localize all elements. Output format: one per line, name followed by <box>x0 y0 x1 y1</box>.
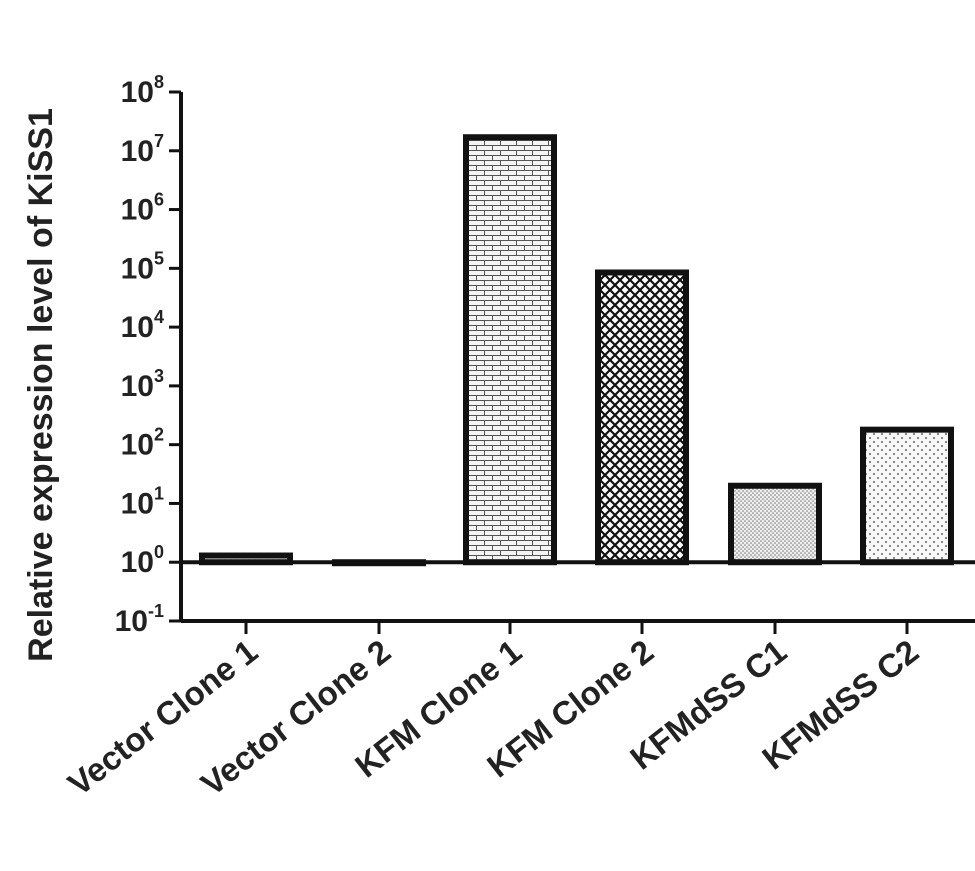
y-tick-label: 105 <box>121 248 164 285</box>
bar-kfm-clone-2 <box>595 269 689 566</box>
y-tick-label: 106 <box>121 190 164 227</box>
y-tick-label: 101 <box>121 483 164 520</box>
y-tick-label: 102 <box>121 425 164 462</box>
y-axis: 10-1 100 101 102 103 104 105 106 107 108 <box>115 72 183 638</box>
y-tick-label: 104 <box>121 307 164 344</box>
bars <box>199 134 954 567</box>
y-tick-label: 10-1 <box>115 601 164 638</box>
bar-kfmdss-c2 <box>860 426 954 566</box>
y-tick-label: 100 <box>121 542 164 579</box>
x-axis <box>181 560 975 634</box>
y-tick-label: 103 <box>121 366 164 403</box>
y-tick-label: 107 <box>121 131 164 168</box>
bar-kfmdss-c1 <box>728 482 822 566</box>
y-axis-label: Relative expression level of KiSS1 <box>22 108 60 662</box>
y-tick-label: 108 <box>121 72 164 109</box>
bar-kfm-clone-1 <box>463 134 557 566</box>
